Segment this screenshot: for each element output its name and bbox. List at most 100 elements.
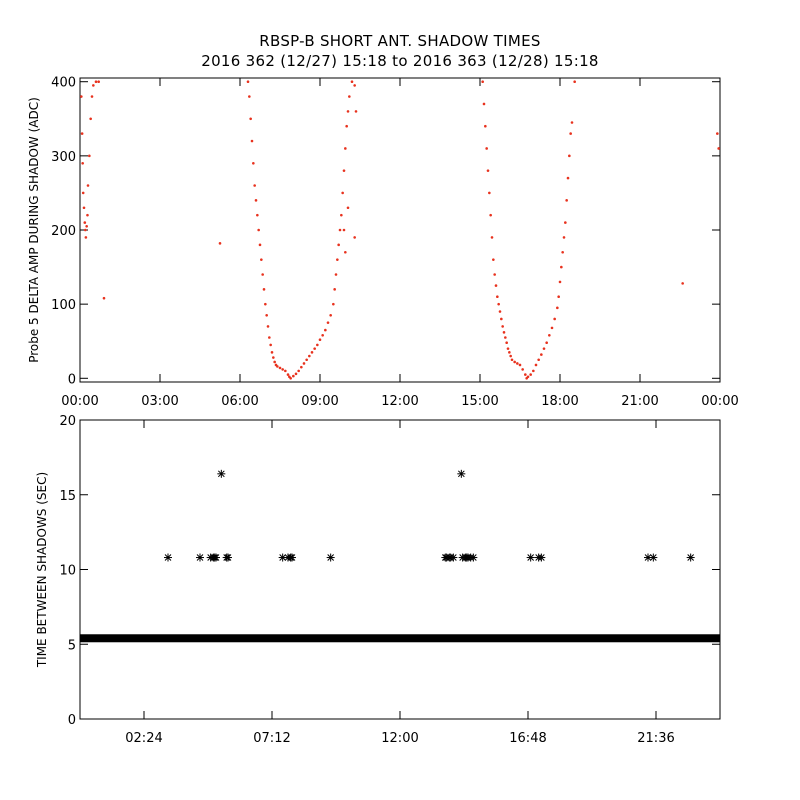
top-data-point [248, 95, 251, 98]
top-y-tick-label: 100 [51, 298, 76, 313]
bottom-x-tick-label: 02:24 [125, 731, 162, 746]
top-data-point [97, 80, 100, 84]
top-data-point [564, 221, 567, 224]
bottom-data-point [526, 553, 535, 562]
top-data-point [548, 333, 551, 337]
bottom-data-point [326, 553, 335, 562]
top-data-point [265, 313, 268, 317]
top-data-point [502, 331, 506, 334]
top-data-point [321, 333, 324, 337]
top-data-point [486, 169, 490, 172]
top-data-point [532, 369, 535, 373]
top-data-point [252, 161, 255, 165]
top-data-point [496, 295, 499, 299]
top-data-point [566, 176, 570, 180]
bottom-baseline-points [80, 634, 720, 643]
top-data-point [82, 206, 86, 210]
top-data-point [81, 191, 85, 195]
top-data-point [350, 80, 354, 84]
top-x-tick-label: 15:00 [461, 394, 498, 409]
top-data-point [250, 139, 254, 143]
top-data-point [292, 374, 295, 378]
top-data-point [257, 228, 260, 232]
top-data-point [86, 213, 89, 217]
top-data-point [80, 132, 84, 135]
top-data-point [88, 154, 91, 158]
top-data-point [498, 310, 502, 313]
bottom-data-point [288, 553, 296, 562]
top-data-point [286, 373, 290, 376]
top-data-point [84, 236, 88, 239]
top-x-tick-label: 09:00 [301, 394, 338, 409]
top-data-point [524, 373, 527, 376]
top-data-point [337, 243, 340, 247]
top-data-point [344, 250, 347, 254]
bottom-data-point [224, 553, 232, 562]
top-plot-frame [79, 77, 721, 383]
top-y-tick-label: 0 [68, 372, 76, 387]
top-data-point [218, 242, 222, 245]
bottom-data-point [164, 553, 172, 562]
top-data-point [341, 191, 344, 195]
top-data-point [681, 282, 684, 285]
top-data-point [353, 236, 356, 239]
top-data-point [85, 224, 88, 228]
top-data-point [84, 228, 87, 232]
top-data-point [313, 347, 316, 350]
top-data-point [558, 280, 562, 284]
bottom-y-tick-label: 20 [59, 414, 76, 429]
top-data-point [273, 360, 276, 364]
top-data-point [302, 362, 306, 365]
top-x-tick-label: 06:00 [221, 394, 258, 409]
top-data-point [484, 124, 487, 128]
top-y-tick-label: 200 [51, 224, 76, 239]
top-data-point [490, 236, 494, 239]
top-data-point [260, 258, 263, 261]
top-data-point [569, 132, 572, 135]
bottom-data-point [449, 553, 458, 562]
top-data-point [80, 95, 83, 98]
top-data-point [90, 95, 94, 98]
bottom-y-tick-label: 5 [68, 638, 76, 653]
top-data-point [345, 124, 348, 128]
top-data-point [272, 356, 275, 359]
top-data-point [246, 80, 250, 84]
top-data-point [497, 302, 500, 306]
top-data-point [342, 228, 346, 232]
bottom-data-point [537, 553, 546, 562]
top-data-point [526, 375, 530, 379]
bottom-plot-frame [79, 419, 721, 720]
top-data-point [284, 369, 287, 373]
top-data-point [500, 317, 503, 321]
top-data-point [258, 243, 262, 247]
top-data-point [261, 273, 264, 276]
bottom-data-point [457, 469, 466, 478]
top-data-point [270, 351, 274, 354]
bottom-data-point [649, 553, 658, 562]
top-data-point [266, 325, 270, 328]
top-data-point [336, 258, 339, 261]
top-data-point [269, 343, 272, 347]
top-data-point [542, 347, 546, 350]
top-data-point [86, 184, 90, 187]
top-data-point [94, 80, 98, 84]
bottom-data-point [686, 553, 695, 562]
bottom-x-tick-label: 07:12 [253, 731, 290, 746]
top-data-point [305, 358, 308, 362]
top-data-point [485, 147, 488, 150]
top-data-point [89, 117, 92, 121]
top-x-tick-label: 18:00 [541, 394, 578, 409]
top-data-point [310, 351, 314, 354]
top-data-point [518, 363, 522, 367]
top-data-point [300, 365, 303, 369]
top-data-point [81, 161, 84, 165]
top-data-point [281, 368, 284, 371]
top-data-point [338, 228, 342, 232]
top-data-point [346, 110, 350, 113]
top-data-point [342, 169, 346, 172]
top-data-point [510, 358, 514, 362]
top-data-point [482, 102, 486, 106]
top-data-point [353, 84, 356, 87]
top-data-point [253, 184, 256, 187]
top-data-point [521, 368, 524, 371]
